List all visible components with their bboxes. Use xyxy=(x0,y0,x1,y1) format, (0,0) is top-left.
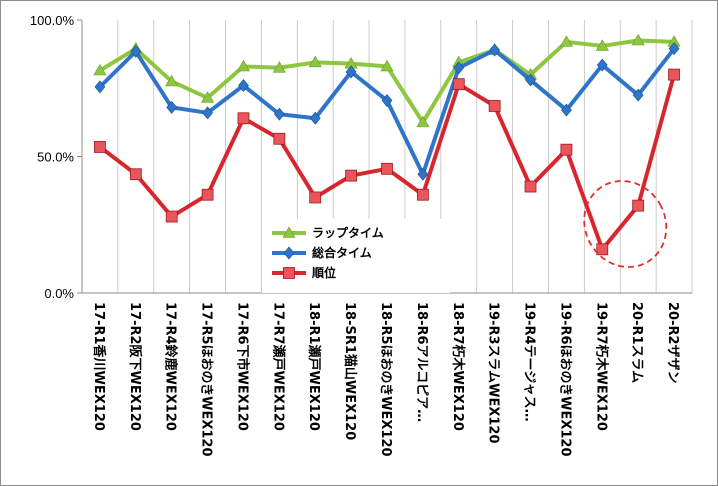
data-point xyxy=(273,132,286,145)
data-point xyxy=(272,61,286,73)
x-tick-label: 17-R5ほおのきWEX120 xyxy=(199,302,214,457)
x-tick-label: 20-R1スラム xyxy=(629,302,644,383)
data-point xyxy=(632,199,645,212)
data-point xyxy=(236,59,250,72)
annotation-circle xyxy=(583,180,668,268)
data-point xyxy=(488,100,501,112)
data-point xyxy=(489,43,501,57)
x-tick-label: 18-R5ほおのきWEX120 xyxy=(378,302,393,457)
data-point xyxy=(201,91,215,103)
data-point xyxy=(668,42,680,56)
data-point xyxy=(559,35,573,47)
data-point xyxy=(632,88,644,102)
x-tick-label: 17-R4鈴鹿WEX120 xyxy=(163,302,179,431)
data-point xyxy=(525,73,536,87)
data-point xyxy=(94,80,106,94)
x-tick-label: 19-R4テージャス… xyxy=(522,302,537,422)
series-2 xyxy=(94,42,680,181)
data-point xyxy=(560,143,573,156)
data-point xyxy=(524,180,537,193)
data-point xyxy=(238,79,249,92)
data-point xyxy=(345,65,357,79)
data-point xyxy=(129,168,142,181)
data-point xyxy=(166,100,178,114)
data-point xyxy=(309,111,321,125)
data-point xyxy=(202,106,213,120)
series-layer xyxy=(93,33,681,256)
data-point xyxy=(130,44,142,58)
x-tick-label: 17-R1香川WEX120 xyxy=(91,302,107,431)
annotation-layer xyxy=(583,180,668,268)
data-point xyxy=(452,78,465,91)
x-tick-label: 19-R3スラムWEX120 xyxy=(486,302,501,444)
legend-label: ラップタイム xyxy=(312,225,384,240)
data-point xyxy=(561,103,572,117)
legend-label: 順位 xyxy=(311,265,336,280)
x-tick-label: 18-R7朽木WEX120 xyxy=(450,302,466,431)
data-point xyxy=(631,33,645,46)
data-point xyxy=(380,59,394,72)
y-tick-label: 0.0% xyxy=(44,286,74,301)
data-point xyxy=(283,246,295,260)
data-point xyxy=(453,61,465,75)
data-point xyxy=(309,191,322,204)
data-point xyxy=(668,68,680,81)
data-point xyxy=(93,63,107,76)
data-point xyxy=(416,115,430,128)
data-point xyxy=(596,58,608,72)
y-tick-label: 50.0% xyxy=(37,150,74,165)
data-point xyxy=(283,267,295,279)
data-point xyxy=(237,112,250,125)
data-point xyxy=(381,162,393,175)
y-tick-label: 100.0% xyxy=(30,13,75,28)
data-point xyxy=(273,107,285,121)
data-point xyxy=(345,169,358,182)
data-point xyxy=(165,210,178,223)
x-tick-label: 17-R7瀬戸WEX120 xyxy=(270,302,286,431)
data-point xyxy=(282,226,296,238)
data-point xyxy=(381,94,393,108)
x-tick-label: 20-R2ザザン xyxy=(665,302,680,384)
data-point xyxy=(308,55,322,68)
x-tick-label: 18-SR1猫山WEX120 xyxy=(342,302,358,440)
y-tick-labels: 100.0% 50.0% 0.0% xyxy=(30,13,75,301)
data-point xyxy=(416,188,429,201)
data-point xyxy=(165,74,179,87)
x-tick-labels: 17-R1香川WEX120 17-R2阪下WEX120 17-R4鈴鹿WEX120 1… xyxy=(91,302,680,457)
x-tick-label: 17-R2阪下WEX120 xyxy=(127,302,142,431)
data-point xyxy=(595,39,609,51)
x-tick-label: 19-R6ほおのきWEX120 xyxy=(557,302,572,457)
legend-label: 総合タイム xyxy=(312,245,372,260)
data-point xyxy=(201,188,214,201)
data-point xyxy=(417,167,429,181)
x-tick-label: 17-R6下市WEX120 xyxy=(234,302,250,431)
data-point xyxy=(596,243,609,256)
series-3 xyxy=(94,68,680,256)
x-tick-label: 18-R6アルコピア… xyxy=(414,302,429,422)
x-tick-label: 18-R1瀬戸WEX120 xyxy=(306,302,322,431)
data-point xyxy=(94,141,106,153)
x-tick-label: 19-R7朽木WEX120 xyxy=(593,302,609,431)
